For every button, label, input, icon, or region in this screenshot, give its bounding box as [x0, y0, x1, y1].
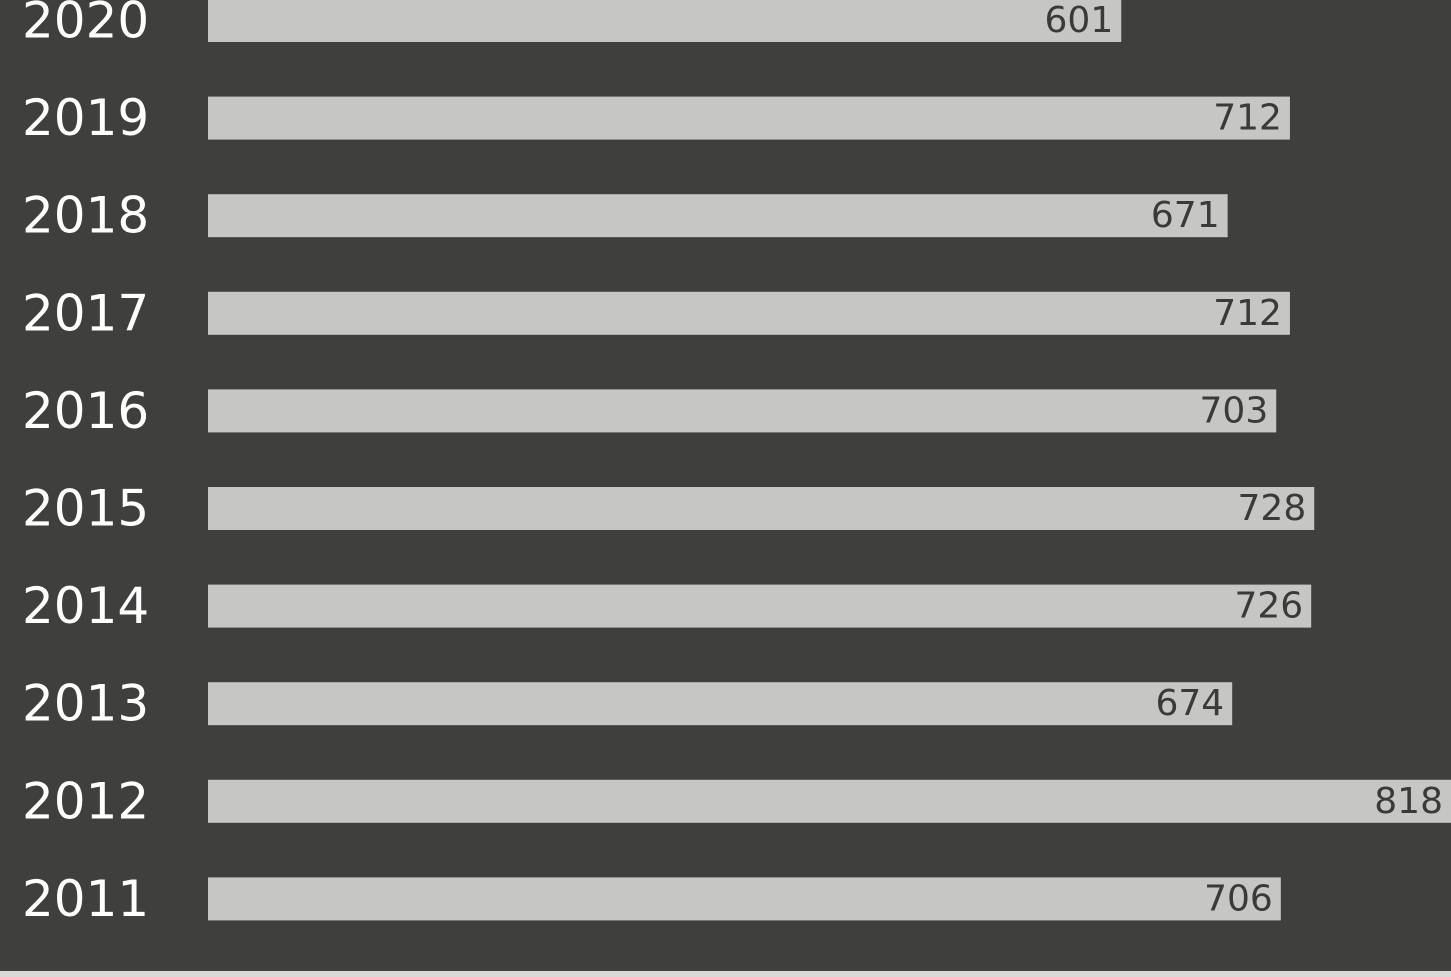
bottom-rule: [0, 971, 1451, 977]
category-label-2020: 2020: [22, 0, 149, 50]
value-label-2014: 726: [1234, 586, 1303, 627]
value-label-2019: 712: [1213, 98, 1282, 139]
category-label-2011: 2011: [22, 870, 149, 928]
bar-2020: [208, 0, 1122, 42]
category-label-2016: 2016: [22, 382, 149, 440]
value-label-2012: 818: [1374, 781, 1443, 822]
value-label-2015: 728: [1238, 488, 1307, 529]
value-label-2018: 671: [1151, 195, 1220, 236]
bars: [208, 0, 1451, 921]
bar-2017: [208, 291, 1290, 335]
value-label-2020: 601: [1045, 0, 1114, 41]
bar-2015: [208, 487, 1315, 530]
category-label-2019: 2019: [22, 89, 149, 147]
category-label-2015: 2015: [22, 480, 149, 538]
category-label-2013: 2013: [22, 675, 149, 733]
category-label-2018: 2018: [22, 187, 149, 245]
bar-2012: [208, 779, 1451, 823]
labels: 2020 601 2019 712 2018 671 2017 712 2016 703 2015 7…: [22, 0, 1443, 928]
bar-2014: [208, 584, 1312, 628]
bar-2019: [208, 96, 1290, 140]
category-label-2012: 2012: [22, 772, 149, 830]
bar-2013: [208, 682, 1233, 726]
category-label-2014: 2014: [22, 577, 149, 635]
bar-2016: [208, 389, 1277, 433]
category-label-2017: 2017: [22, 284, 149, 342]
value-label-2017: 712: [1213, 293, 1282, 334]
bar-2018: [208, 194, 1228, 238]
value-label-2016: 703: [1200, 390, 1269, 431]
bar-2011: [208, 877, 1281, 921]
value-label-2013: 674: [1155, 683, 1224, 724]
value-label-2011: 706: [1204, 878, 1273, 919]
